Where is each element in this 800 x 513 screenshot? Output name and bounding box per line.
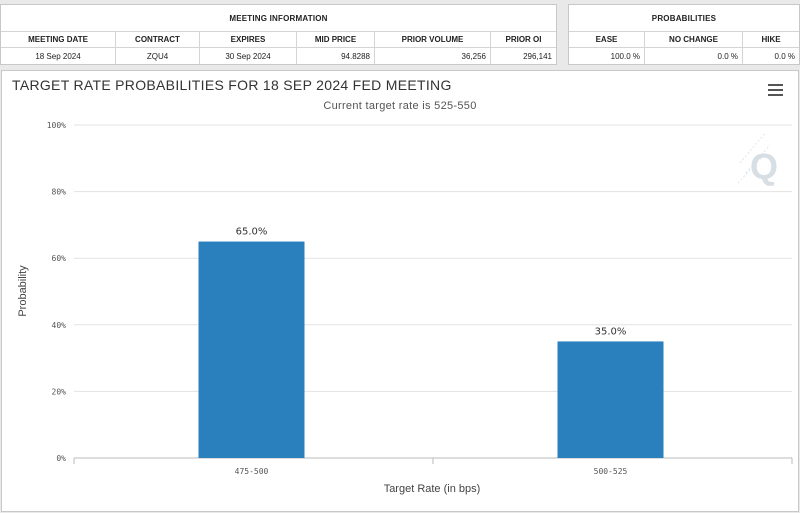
value-meeting-date: 18 Sep 2024: [1, 48, 116, 64]
watermark-logo-letter: Q: [750, 146, 778, 187]
chart-svg: Q 0% 20% 40% 60% 80% 100% 65.0% 475-500 35.0% 50…: [17, 121, 793, 495]
header-prior-volume: PRIOR VOLUME: [375, 32, 491, 47]
y-tick-label: 0%: [56, 454, 66, 463]
data-label-475-500: 65.0%: [236, 227, 268, 238]
header-hike: HIKE: [761, 35, 781, 44]
watermark-logo: Q: [737, 132, 778, 187]
chart-panel: Q 0% 20% 40% 60% 80% 100% 65.0% 475-500 35.0% 50…: [1, 70, 799, 512]
y-tick-label: 60%: [52, 254, 67, 263]
header-ease: EASE: [569, 32, 645, 47]
value-prior-oi: 296,141: [523, 51, 552, 61]
x-tick-label-500-525: 500-525: [594, 467, 628, 476]
header-prior-oi: PRIOR OI: [505, 35, 542, 44]
x-tick-label-475-500: 475-500: [235, 467, 269, 476]
meeting-value-row: 18 Sep 2024 ZQU4 30 Sep 2024 94.8288 36,…: [1, 48, 556, 64]
header-mid-price: MID PRICE: [297, 32, 375, 47]
chart-title: TARGET RATE PROBABILITIES FOR 18 SEP 202…: [12, 77, 452, 93]
value-prior-volume: 36,256: [375, 48, 491, 64]
y-tick-label: 20%: [52, 387, 67, 396]
probabilities-table: PROBABILITIES EASE NO CHANGE HIKE 100.0 …: [568, 4, 800, 65]
meeting-header-row: MEETING DATE CONTRACT EXPIRES MID PRICE …: [1, 32, 556, 48]
probabilities-title: PROBABILITIES: [569, 5, 799, 32]
chart-subtitle: Current target rate is 525-550: [323, 100, 477, 112]
header-contract: CONTRACT: [116, 32, 200, 47]
hamburger-menu-icon[interactable]: [768, 84, 783, 96]
chart-bars: 65.0% 475-500 35.0% 500-525: [73, 227, 793, 476]
probabilities-value-row: 100.0 % 0.0 % 0.0 %: [569, 48, 799, 64]
y-axis-label: Probability: [17, 265, 29, 317]
meeting-information-table: MEETING INFORMATION MEETING DATE CONTRAC…: [0, 4, 557, 65]
x-axis-label: Target Rate (in bps): [384, 483, 481, 495]
value-hike: 0.0 %: [774, 51, 795, 61]
value-mid-price: 94.8288: [297, 48, 375, 64]
chart-grid: 0% 20% 40% 60% 80% 100%: [47, 121, 792, 463]
value-expires: 30 Sep 2024: [200, 48, 297, 64]
y-tick-label: 80%: [52, 188, 67, 197]
bar-500-525[interactable]: [557, 341, 664, 458]
header-no-change: NO CHANGE: [645, 32, 743, 47]
meeting-information-title: MEETING INFORMATION: [1, 5, 556, 32]
y-tick-label: 100%: [47, 121, 66, 130]
value-no-change: 0.0 %: [645, 48, 743, 64]
header-meeting-date: MEETING DATE: [1, 32, 116, 47]
value-ease: 100.0 %: [569, 48, 645, 64]
y-tick-label: 40%: [52, 321, 67, 330]
header-expires: EXPIRES: [200, 32, 297, 47]
data-label-500-525: 35.0%: [595, 326, 627, 337]
value-contract: ZQU4: [116, 48, 200, 64]
bar-475-500[interactable]: [198, 241, 305, 458]
probabilities-header-row: EASE NO CHANGE HIKE: [569, 32, 799, 48]
